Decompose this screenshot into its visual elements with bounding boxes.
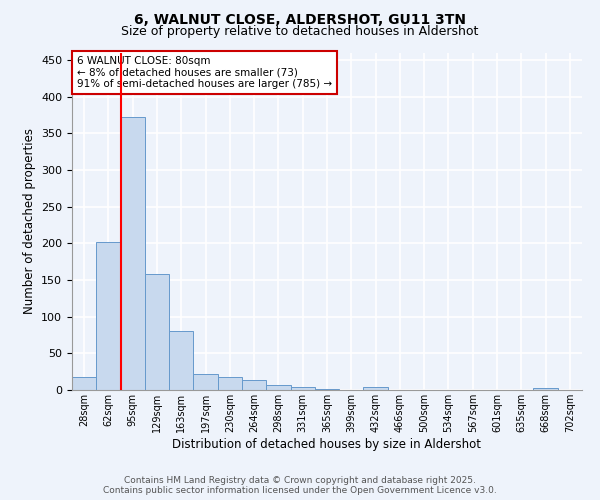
Text: 6, WALNUT CLOSE, ALDERSHOT, GU11 3TN: 6, WALNUT CLOSE, ALDERSHOT, GU11 3TN [134, 12, 466, 26]
Bar [169, 332, 193, 390]
Bar [121, 117, 145, 390]
Text: 6 WALNUT CLOSE: 80sqm
← 8% of detached houses are smaller (73)
91% of semi-detac: 6 WALNUT CLOSE: 80sqm ← 8% of detached h… [77, 56, 332, 89]
Bar [193, 374, 218, 390]
Text: Size of property relative to detached houses in Aldershot: Size of property relative to detached ho… [121, 25, 479, 38]
Bar [533, 388, 558, 390]
Bar [290, 387, 315, 390]
Bar [266, 385, 290, 390]
X-axis label: Distribution of detached houses by size in Aldershot: Distribution of detached houses by size … [173, 438, 482, 450]
Bar [315, 388, 339, 390]
Bar [145, 274, 169, 390]
Bar [242, 380, 266, 390]
Bar [218, 377, 242, 390]
Y-axis label: Number of detached properties: Number of detached properties [23, 128, 35, 314]
Text: Contains HM Land Registry data © Crown copyright and database right 2025.
Contai: Contains HM Land Registry data © Crown c… [103, 476, 497, 495]
Bar [364, 387, 388, 390]
Bar [96, 242, 121, 390]
Bar [72, 377, 96, 390]
